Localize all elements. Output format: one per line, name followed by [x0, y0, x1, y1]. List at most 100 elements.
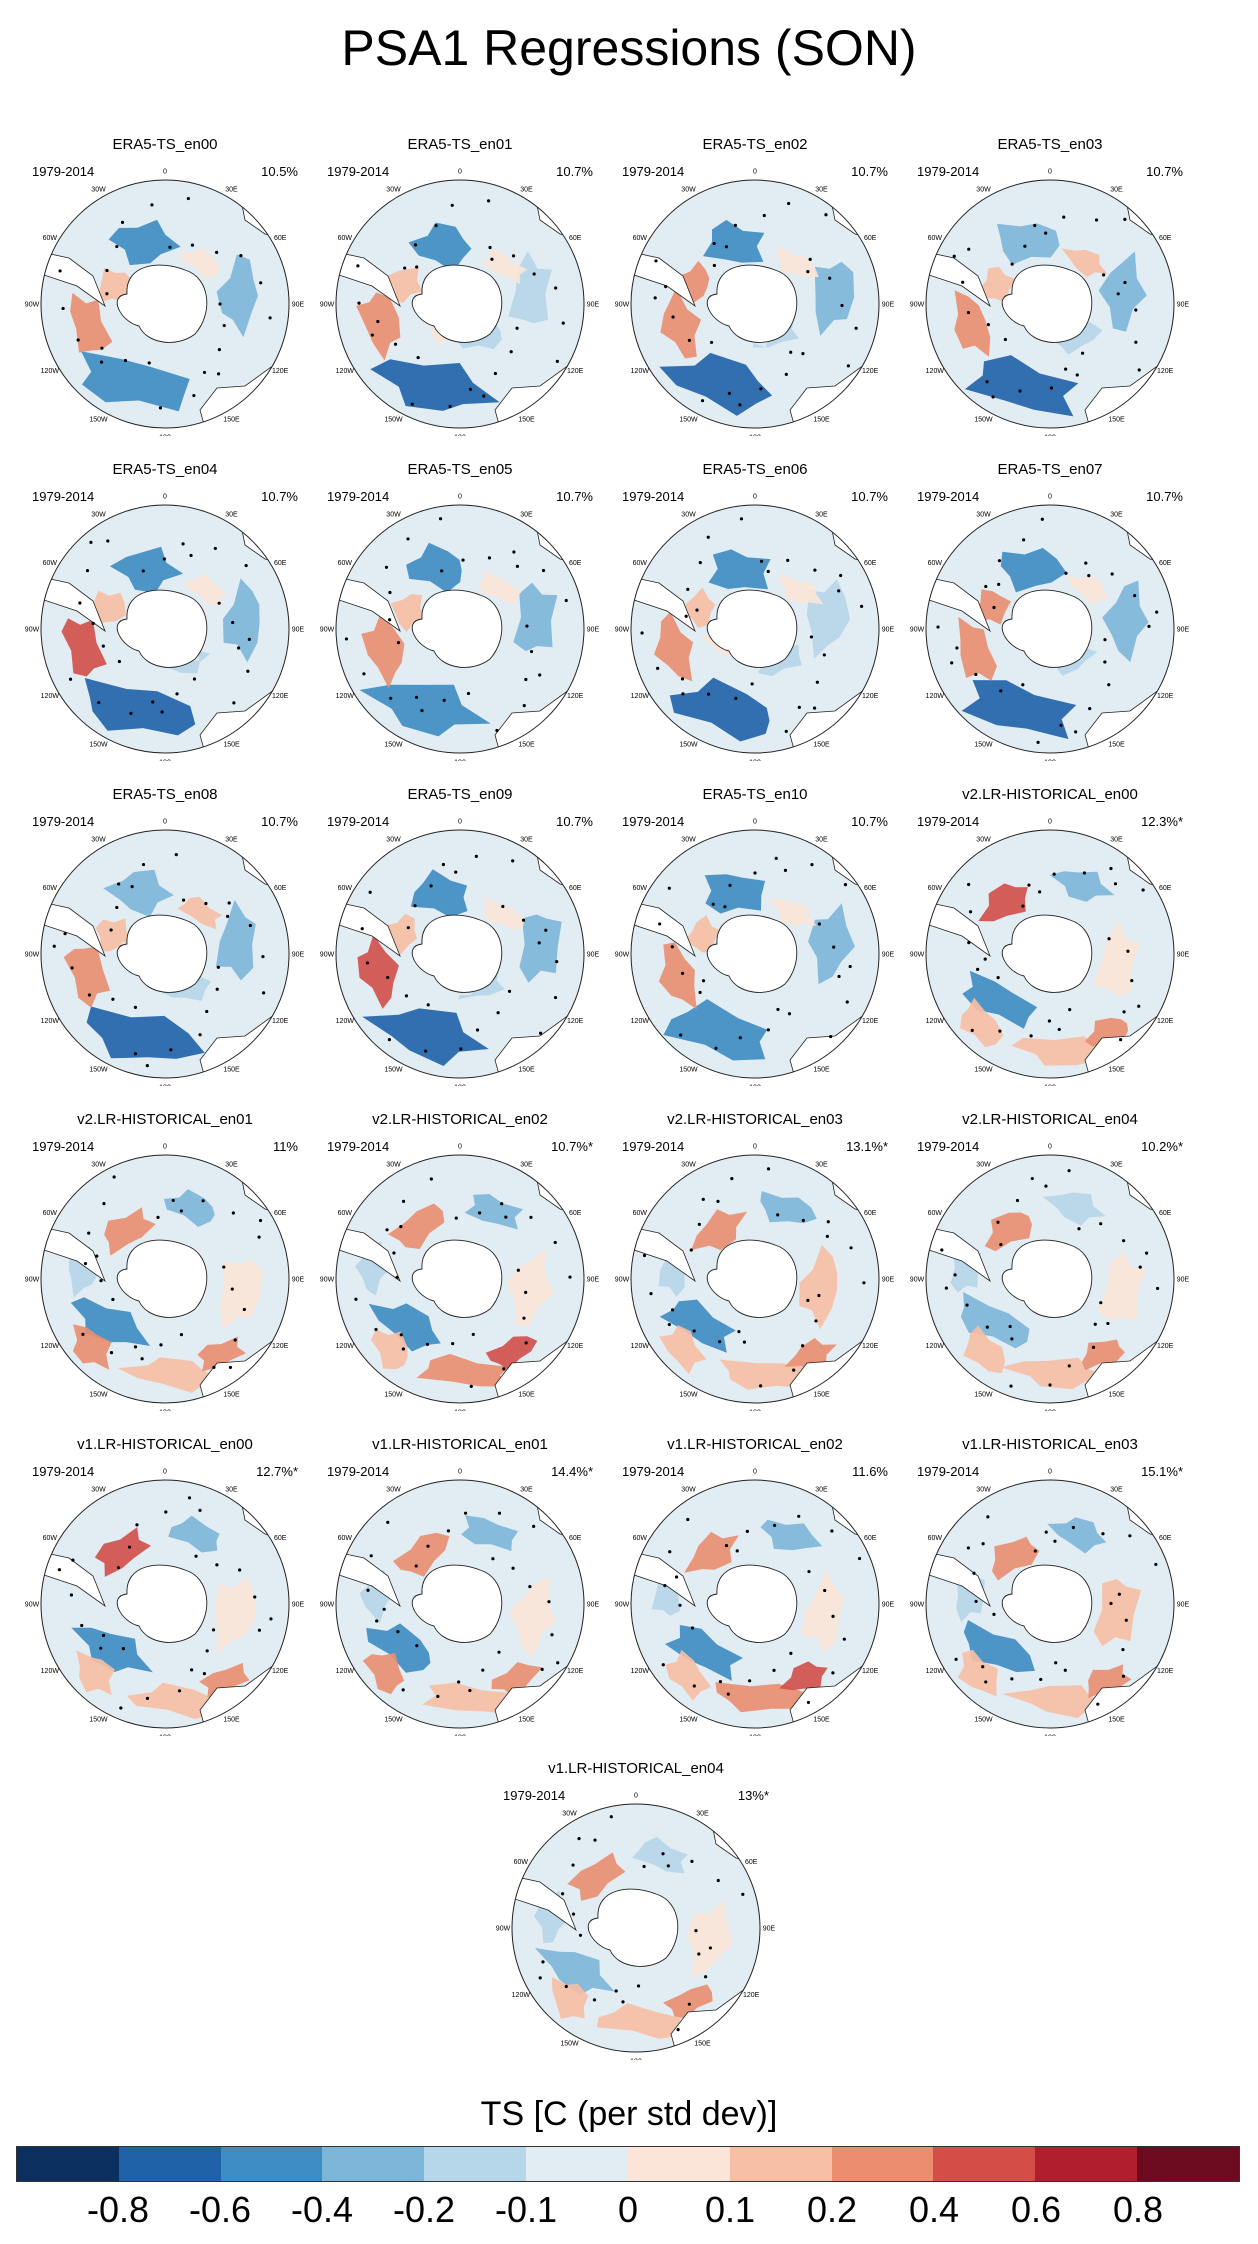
significance-dot [169, 1048, 173, 1052]
significance-dot [726, 1692, 730, 1696]
significance-dot [1134, 340, 1138, 344]
panel-title: v2.LR-HISTORICAL_en04 [962, 1111, 1138, 1128]
significance-dot [186, 196, 190, 201]
significance-dot [1147, 624, 1151, 629]
map-panel: v1.LR-HISTORICAL_en04 1979-2014 13%* 0 30E 60… [491, 1760, 781, 2060]
significance-dot [700, 399, 705, 403]
land-mass [41, 576, 106, 633]
longitude-label: 30W [976, 186, 991, 193]
longitude-label: 30W [91, 186, 106, 193]
significance-dot [204, 901, 208, 906]
map-boundary [40, 1154, 290, 1404]
significance-dot [846, 364, 850, 368]
colorbar-tick-label: 0 [617, 2189, 639, 2230]
longitude-label: 60E [569, 885, 582, 892]
longitude-label: 0 [163, 1469, 167, 1476]
significance-dot [451, 1341, 455, 1346]
significance-dot [537, 941, 541, 945]
longitude-label: 90W [910, 1277, 925, 1284]
significance-dot [668, 1550, 672, 1554]
longitude-label: 150E [1108, 1717, 1125, 1724]
significance-dot [753, 871, 757, 875]
significance-dot [115, 244, 119, 249]
significance-dot [181, 898, 186, 902]
panel-title: v1.LR-HISTORICAL_en04 [548, 1760, 724, 1777]
longitude-label: 150E [1108, 417, 1125, 424]
longitude-label: 150E [518, 1067, 535, 1074]
significance-dot [406, 537, 410, 541]
longitude-label: 30E [1110, 511, 1123, 518]
significance-dot [727, 391, 731, 395]
significance-dot [413, 243, 418, 247]
longitude-label: 120W [926, 1018, 945, 1025]
panel-period: 1979-2014 [917, 489, 980, 504]
significance-dot [1027, 883, 1031, 887]
significance-dot [356, 264, 360, 268]
significance-dot [129, 711, 133, 715]
significance-dot [181, 542, 185, 546]
longitude-label: 30E [520, 511, 533, 518]
longitude-label: 60E [274, 560, 287, 567]
longitude-label: 90W [25, 1602, 40, 1609]
significance-dot [231, 620, 235, 625]
longitude-label: 30W [681, 836, 696, 843]
anomaly-contour [1092, 921, 1141, 996]
significance-dot [227, 901, 231, 905]
anomaly-contour [422, 1682, 518, 1715]
anomaly-contour [1066, 575, 1109, 605]
longitude-label: 180 [630, 2059, 642, 2061]
significance-dot [742, 1340, 747, 1344]
significance-dot [554, 286, 558, 290]
longitude-label: 90E [587, 1277, 600, 1284]
significance-dot [410, 402, 414, 406]
longitude-label: 180 [749, 760, 761, 762]
longitude-label: 30W [386, 836, 401, 843]
panel-period: 1979-2014 [327, 814, 390, 829]
land-mass [926, 901, 991, 958]
longitude-label: 180 [454, 760, 466, 762]
map-panel: ERA5-TS_en09 1979-2014 10.7% 0 30E 60E 90E 120E… [315, 786, 605, 1086]
significance-dot [406, 926, 410, 930]
significance-dot [985, 1325, 989, 1329]
longitude-label: 150E [813, 1717, 830, 1724]
significance-dot [981, 1665, 985, 1669]
anomaly-contour [963, 1325, 1006, 1374]
significance-dot [654, 259, 658, 263]
significance-dot [1121, 1674, 1126, 1678]
significance-dot [1130, 978, 1134, 983]
longitude-label: 30E [520, 836, 533, 843]
significance-dot [1044, 1530, 1048, 1534]
significance-dot [784, 729, 788, 733]
significance-dot [695, 608, 699, 612]
longitude-label: 120W [631, 1668, 650, 1675]
significance-dot [80, 1623, 84, 1628]
land-mass [631, 1551, 696, 1608]
longitude-label: 90E [1177, 302, 1190, 309]
significance-dot [1122, 1239, 1126, 1243]
significance-dot [116, 1566, 121, 1570]
significance-dot [112, 1175, 116, 1179]
significance-dot [717, 1340, 722, 1344]
anomaly-contour [371, 1329, 408, 1370]
significance-dot [231, 1211, 235, 1215]
anomaly-contour [814, 261, 855, 336]
longitude-label: 90W [615, 952, 630, 959]
map-panel: v2.LR-HISTORICAL_en04 1979-2014 10.2%* 0 30E… [905, 1111, 1195, 1411]
colorbar-tick-label: 0.8 [1112, 2189, 1164, 2230]
significance-dot [825, 1234, 829, 1238]
significance-dot [936, 625, 940, 629]
colorbar-tick-label: 0.2 [806, 2189, 858, 2230]
significance-dot [1155, 610, 1159, 614]
longitude-label: 90E [292, 627, 305, 634]
longitude-label: 30E [520, 1486, 533, 1493]
significance-dot [999, 1242, 1003, 1247]
significance-dot [401, 1347, 405, 1351]
significance-dot [404, 994, 409, 998]
map-panel: ERA5-TS_en00 1979-2014 10.5% 0 30E 60E 90E 120E… [20, 136, 310, 436]
significance-dot [1084, 561, 1088, 565]
map-panel: ERA5-TS_en06 1979-2014 10.7% 0 30E 60E 90E 120E… [610, 461, 900, 761]
longitude-label: 120W [631, 693, 650, 700]
map-boundary [925, 1479, 1175, 1729]
anomaly-contour [659, 1325, 707, 1375]
colorbar-swatch [933, 2147, 1036, 2181]
